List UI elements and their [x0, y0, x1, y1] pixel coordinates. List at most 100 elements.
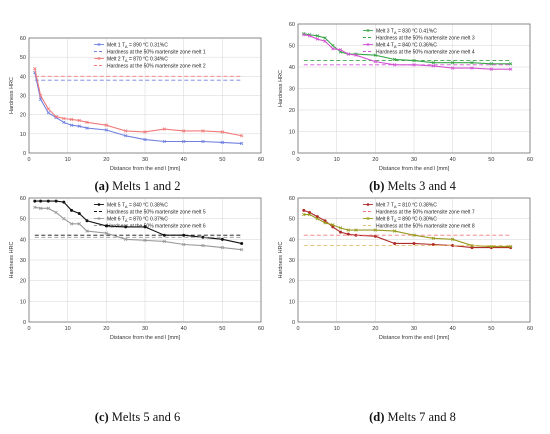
- y-tick-label: 60: [289, 22, 295, 28]
- data-point: [239, 247, 244, 252]
- legend-label: Hardness at the 50% martensite zone melt…: [107, 223, 206, 229]
- data-point: [450, 66, 455, 70]
- data-point: [470, 243, 474, 248]
- caption-text: Melts 7 and 8: [384, 410, 456, 424]
- data-point: [143, 225, 147, 229]
- y-tick-label: 20: [289, 108, 295, 114]
- legend-label: Melt 3 TA = 830 °C 0.41%C: [376, 28, 437, 35]
- data-point: [201, 235, 205, 239]
- data-point: [508, 62, 513, 66]
- y-tick-label: 50: [20, 55, 26, 61]
- data-point: [33, 199, 37, 203]
- plot-border: [28, 37, 262, 154]
- data-point: [339, 230, 343, 234]
- data-point: [143, 238, 147, 243]
- data-point: [104, 123, 109, 127]
- x-axis-label: Distance from the end l [mm]: [379, 166, 450, 172]
- legend-label: Hardness at the 50% martensite zone melt…: [107, 49, 206, 55]
- data-point: [69, 123, 74, 127]
- data-point: [239, 134, 244, 138]
- data-point: [201, 129, 205, 133]
- caption-c: (c) Melts 5 and 6: [0, 410, 275, 425]
- data-point: [331, 47, 335, 51]
- legend-label: Melt 6 TA = 870 °C 0.37%C: [107, 216, 168, 223]
- data-point: [220, 140, 225, 145]
- data-point: [54, 210, 58, 215]
- data-point: [62, 200, 66, 204]
- legend-label: Melt 2 TA = 870 °C 0.34%C: [107, 56, 168, 63]
- y-tick-label: 0: [292, 151, 295, 157]
- data-point: [123, 134, 128, 138]
- x-tick-label: 60: [527, 157, 533, 163]
- data-point: [338, 48, 343, 52]
- data-point: [354, 228, 358, 232]
- data-point: [85, 229, 89, 233]
- y-tick-label: 40: [20, 237, 26, 243]
- x-tick-label: 30: [411, 326, 417, 332]
- x-tick-label: 40: [181, 326, 187, 332]
- data-point: [220, 237, 224, 241]
- legend-label: Hardness at the 50% martensite zone melt…: [376, 209, 475, 215]
- data-point: [181, 242, 186, 247]
- data-point: [54, 114, 58, 119]
- x-tick-label: 40: [450, 157, 456, 163]
- y-tick-label: 20: [20, 279, 26, 285]
- data-point: [302, 208, 306, 212]
- data-point: [323, 36, 327, 40]
- legend-label: Hardness at the 50% martensite zone melt…: [107, 63, 206, 69]
- data-point: [315, 34, 320, 38]
- data-point: [220, 245, 225, 250]
- data-point: [431, 236, 436, 240]
- x-tick-label: 50: [488, 326, 494, 332]
- data-point: [85, 120, 89, 125]
- data-point: [412, 233, 416, 237]
- legend-label: Melt 5 TA = 840 °C 0.38%C: [107, 202, 168, 209]
- x-tick-label: 50: [488, 157, 494, 163]
- data-point: [346, 232, 350, 236]
- y-tick-label: 20: [20, 113, 26, 119]
- x-tick-label: 50: [219, 157, 225, 163]
- y-tick-label: 40: [289, 237, 295, 243]
- data-point: [220, 130, 225, 134]
- data-point: [508, 244, 513, 249]
- data-point: [46, 199, 50, 203]
- data-point: [315, 37, 320, 41]
- x-tick-label: 60: [258, 326, 264, 332]
- legend-label: Melt 4 TA = 840 °C 0.36%C: [376, 42, 437, 49]
- data-point: [393, 241, 397, 245]
- data-point: [104, 224, 108, 228]
- data-point: [489, 62, 494, 66]
- data-point: [338, 226, 343, 230]
- caption-d: (d) Melts 7 and 8: [275, 410, 550, 425]
- y-tick-label: 10: [289, 299, 295, 305]
- legend-marker: [366, 43, 370, 46]
- data-point: [33, 205, 37, 209]
- data-point: [489, 244, 494, 249]
- x-tick-label: 20: [103, 157, 109, 163]
- y-tick-label: 30: [20, 94, 26, 100]
- data-point: [123, 129, 128, 133]
- data-point: [373, 228, 378, 232]
- legend-label: Melt 1 TA = 890 °C 0.31%C: [107, 42, 168, 49]
- caption-text: Melts 5 and 6: [108, 410, 181, 424]
- y-tick-label: 0: [292, 320, 295, 326]
- data-point: [307, 212, 312, 217]
- legend-marker: [366, 29, 370, 32]
- caption-text: Melts 3 and 4: [384, 179, 456, 193]
- legend-label: Melt 7 TA = 810 °C 0.38%C: [376, 202, 437, 209]
- x-tick-label: 10: [65, 157, 71, 163]
- data-point: [181, 139, 186, 144]
- x-tick-label: 0: [296, 157, 299, 163]
- data-point: [315, 216, 320, 221]
- series-line-1: [303, 33, 511, 65]
- data-point: [39, 199, 43, 203]
- data-point: [124, 225, 128, 229]
- x-tick-label: 10: [65, 326, 71, 332]
- legend-marker: [97, 217, 101, 220]
- data-point: [201, 139, 205, 144]
- series-line-1: [34, 72, 242, 144]
- y-tick-label: 10: [20, 132, 26, 138]
- data-point: [470, 61, 474, 65]
- y-axis-label: Hardness HRC: [278, 70, 284, 107]
- data-point: [62, 120, 66, 125]
